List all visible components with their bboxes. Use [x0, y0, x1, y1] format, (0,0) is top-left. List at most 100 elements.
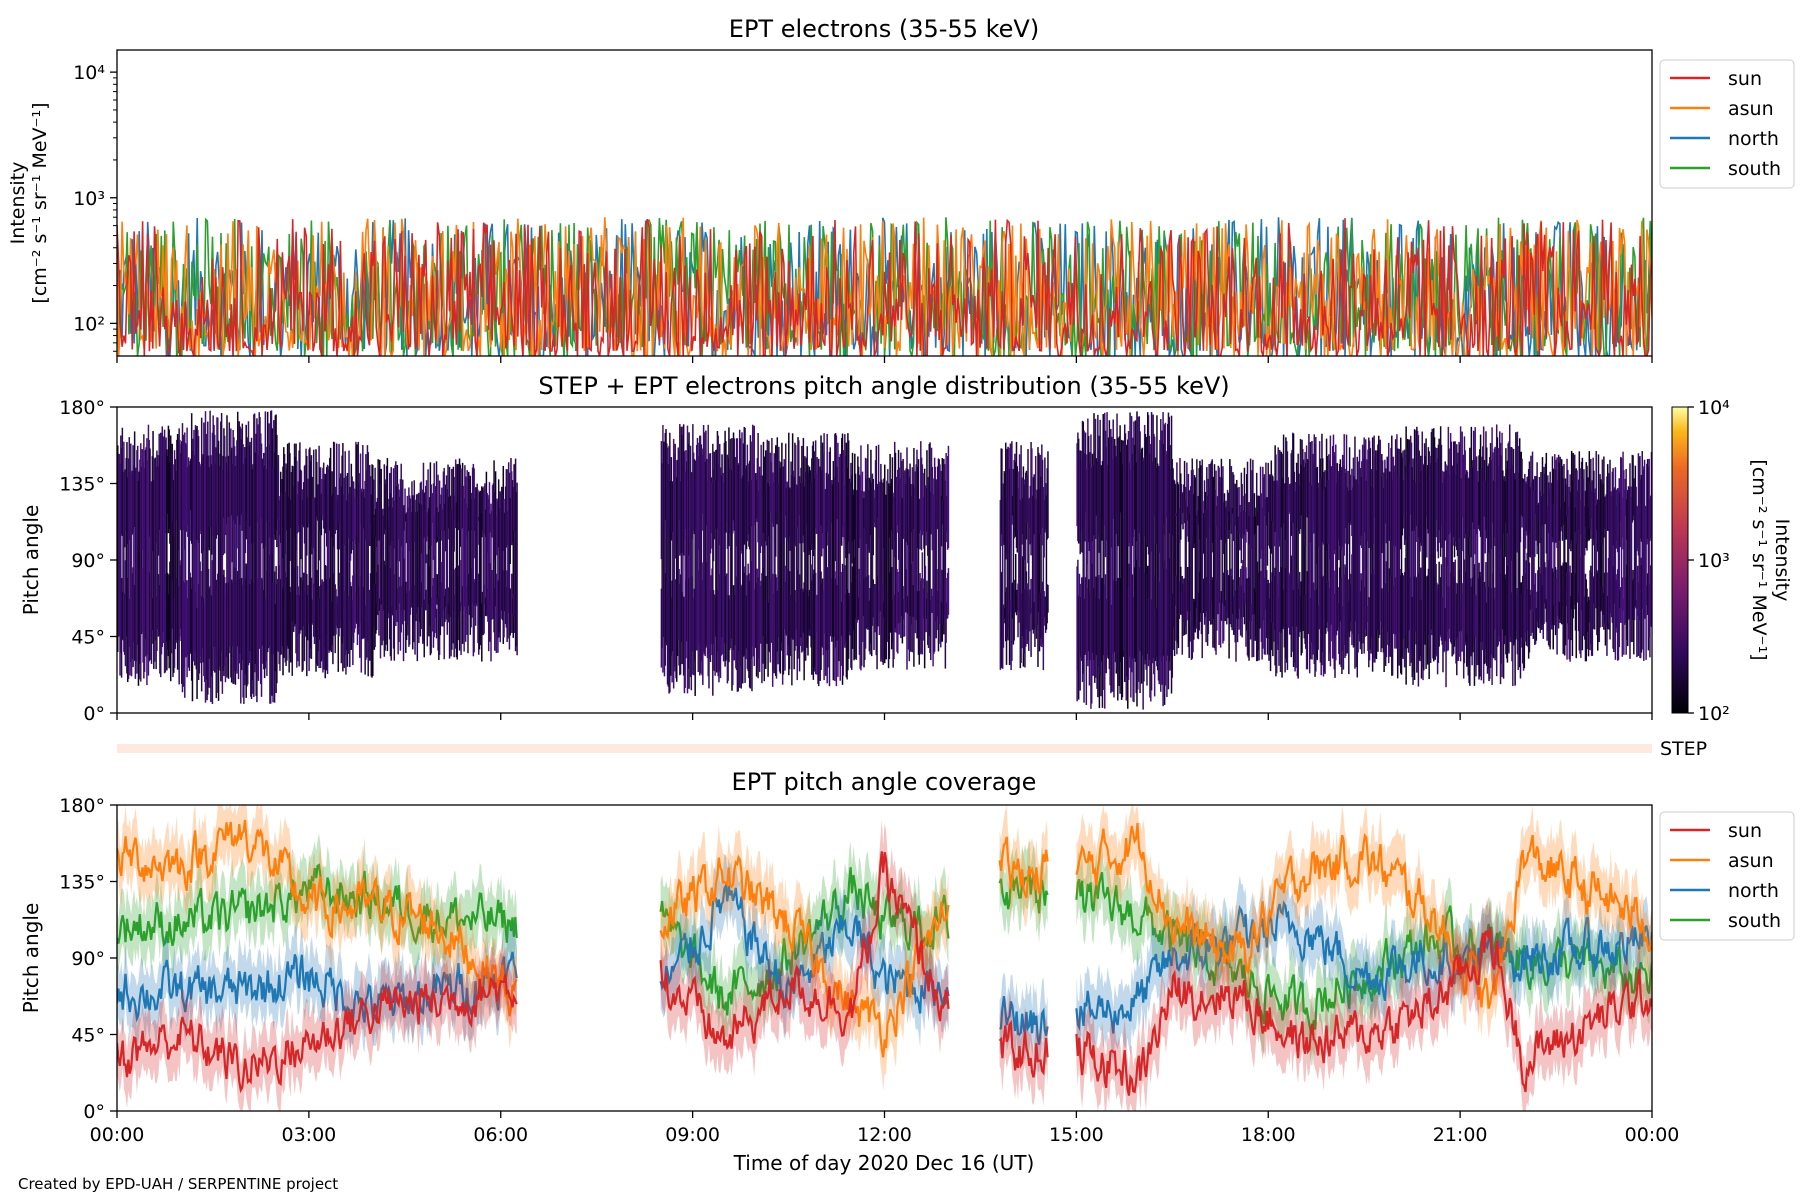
heat-cell	[1601, 459, 1604, 545]
heat-cell	[240, 439, 243, 515]
heat-cell	[794, 602, 797, 646]
heat-cell	[695, 480, 697, 544]
heat-cell	[1624, 577, 1627, 624]
heat-cell	[674, 443, 676, 559]
heat-cell	[878, 484, 881, 636]
heat-cell	[1135, 559, 1137, 694]
heat-cell	[401, 479, 404, 625]
heat-cell	[289, 453, 291, 561]
heat-cell	[273, 420, 275, 655]
heat-cell	[1219, 598, 1222, 648]
heat-cell	[916, 591, 919, 639]
colorbar-gradient	[1671, 406, 1689, 714]
heat-cell	[1155, 608, 1157, 657]
heat-cell	[423, 599, 425, 658]
heat-cell	[127, 458, 130, 679]
heat-cell	[1285, 441, 1288, 663]
heat-cell	[300, 470, 303, 557]
heat-cell	[400, 463, 402, 547]
heat-cell	[865, 576, 868, 629]
heat-cell	[1390, 575, 1392, 648]
heat-cell	[870, 449, 872, 536]
heat-cell	[118, 453, 121, 637]
heat-cell	[794, 445, 797, 547]
heat-cell	[443, 468, 445, 660]
heat-cell	[1530, 589, 1532, 636]
heat-cell	[1095, 458, 1098, 516]
heat-cell	[483, 584, 485, 634]
heat-cell	[441, 509, 444, 627]
heat-cell	[1497, 448, 1499, 646]
heat-cell	[272, 582, 274, 703]
heat-cell	[1432, 597, 1434, 659]
heat-cell	[1443, 479, 1446, 652]
heat-cell	[203, 603, 206, 682]
heat-cell	[1251, 470, 1253, 658]
heat-cell	[491, 569, 493, 620]
heat-cell	[1512, 448, 1515, 646]
heat-cell	[1218, 467, 1220, 646]
heat-cell	[1206, 467, 1208, 538]
heat-cell	[940, 470, 942, 648]
heat-cell	[1173, 479, 1175, 628]
heat-cell	[1299, 438, 1302, 530]
heat-cell	[701, 562, 703, 676]
series-north	[1075, 900, 1652, 1034]
heat-cell	[748, 580, 751, 688]
heat-cell	[710, 477, 713, 534]
heat-cell	[870, 483, 873, 657]
heat-cell	[350, 463, 353, 554]
heat-cell	[185, 580, 188, 658]
heat-cell	[692, 597, 695, 676]
heat-cell	[424, 510, 426, 611]
heat-cell	[679, 424, 681, 556]
panel4-xticks: 00:00 03:00 06:00 09:00 12:00 15:00 18:00 21:00…	[90, 1111, 1679, 1146]
heat-cell	[1255, 472, 1258, 662]
heat-cell	[1572, 452, 1574, 619]
heat-cell	[1619, 493, 1621, 548]
heat-cell	[723, 442, 726, 644]
heat-cell	[1365, 480, 1368, 636]
heat-cell	[312, 583, 315, 637]
heat-cell	[1423, 443, 1426, 632]
heat-cell	[785, 488, 788, 636]
heat-cell	[919, 573, 921, 641]
heat-cell	[698, 442, 700, 643]
heat-cell	[1484, 587, 1486, 650]
heat-cell	[1111, 459, 1114, 655]
heat-cell	[1588, 451, 1591, 541]
heat-cell	[1265, 497, 1268, 526]
heat-cell	[1209, 487, 1211, 529]
heat-cell	[738, 463, 740, 652]
heat-cell	[460, 560, 462, 656]
heat-cell	[438, 480, 441, 655]
heat-cell	[1520, 451, 1523, 516]
heat-cell	[253, 413, 256, 673]
heat-cell	[302, 482, 305, 528]
series-sun	[998, 1019, 1049, 1078]
heat-cell	[314, 497, 317, 638]
heat-cell	[1094, 418, 1097, 539]
heat-cell	[722, 482, 725, 662]
heat-cell	[458, 464, 460, 531]
legend-label-south: south	[1728, 158, 1781, 180]
heat-cell	[1618, 478, 1620, 648]
heat-cell	[1623, 489, 1626, 625]
heat-cell	[850, 475, 853, 564]
heat-cell	[248, 445, 250, 664]
heat-cell	[936, 569, 938, 631]
heat-cell	[754, 473, 756, 648]
heat-cell	[1297, 453, 1299, 679]
heat-cell	[732, 599, 734, 686]
heat-cell	[883, 464, 886, 664]
heat-cell	[1312, 582, 1315, 646]
heat-cell	[1031, 448, 1033, 543]
heat-cell	[306, 455, 308, 556]
heat-cell	[787, 485, 789, 646]
heat-cell	[477, 606, 479, 644]
heat-cell	[1558, 601, 1561, 619]
heat-cell	[1265, 462, 1267, 610]
heat-cell	[1381, 453, 1383, 554]
heat-cell	[302, 500, 304, 525]
